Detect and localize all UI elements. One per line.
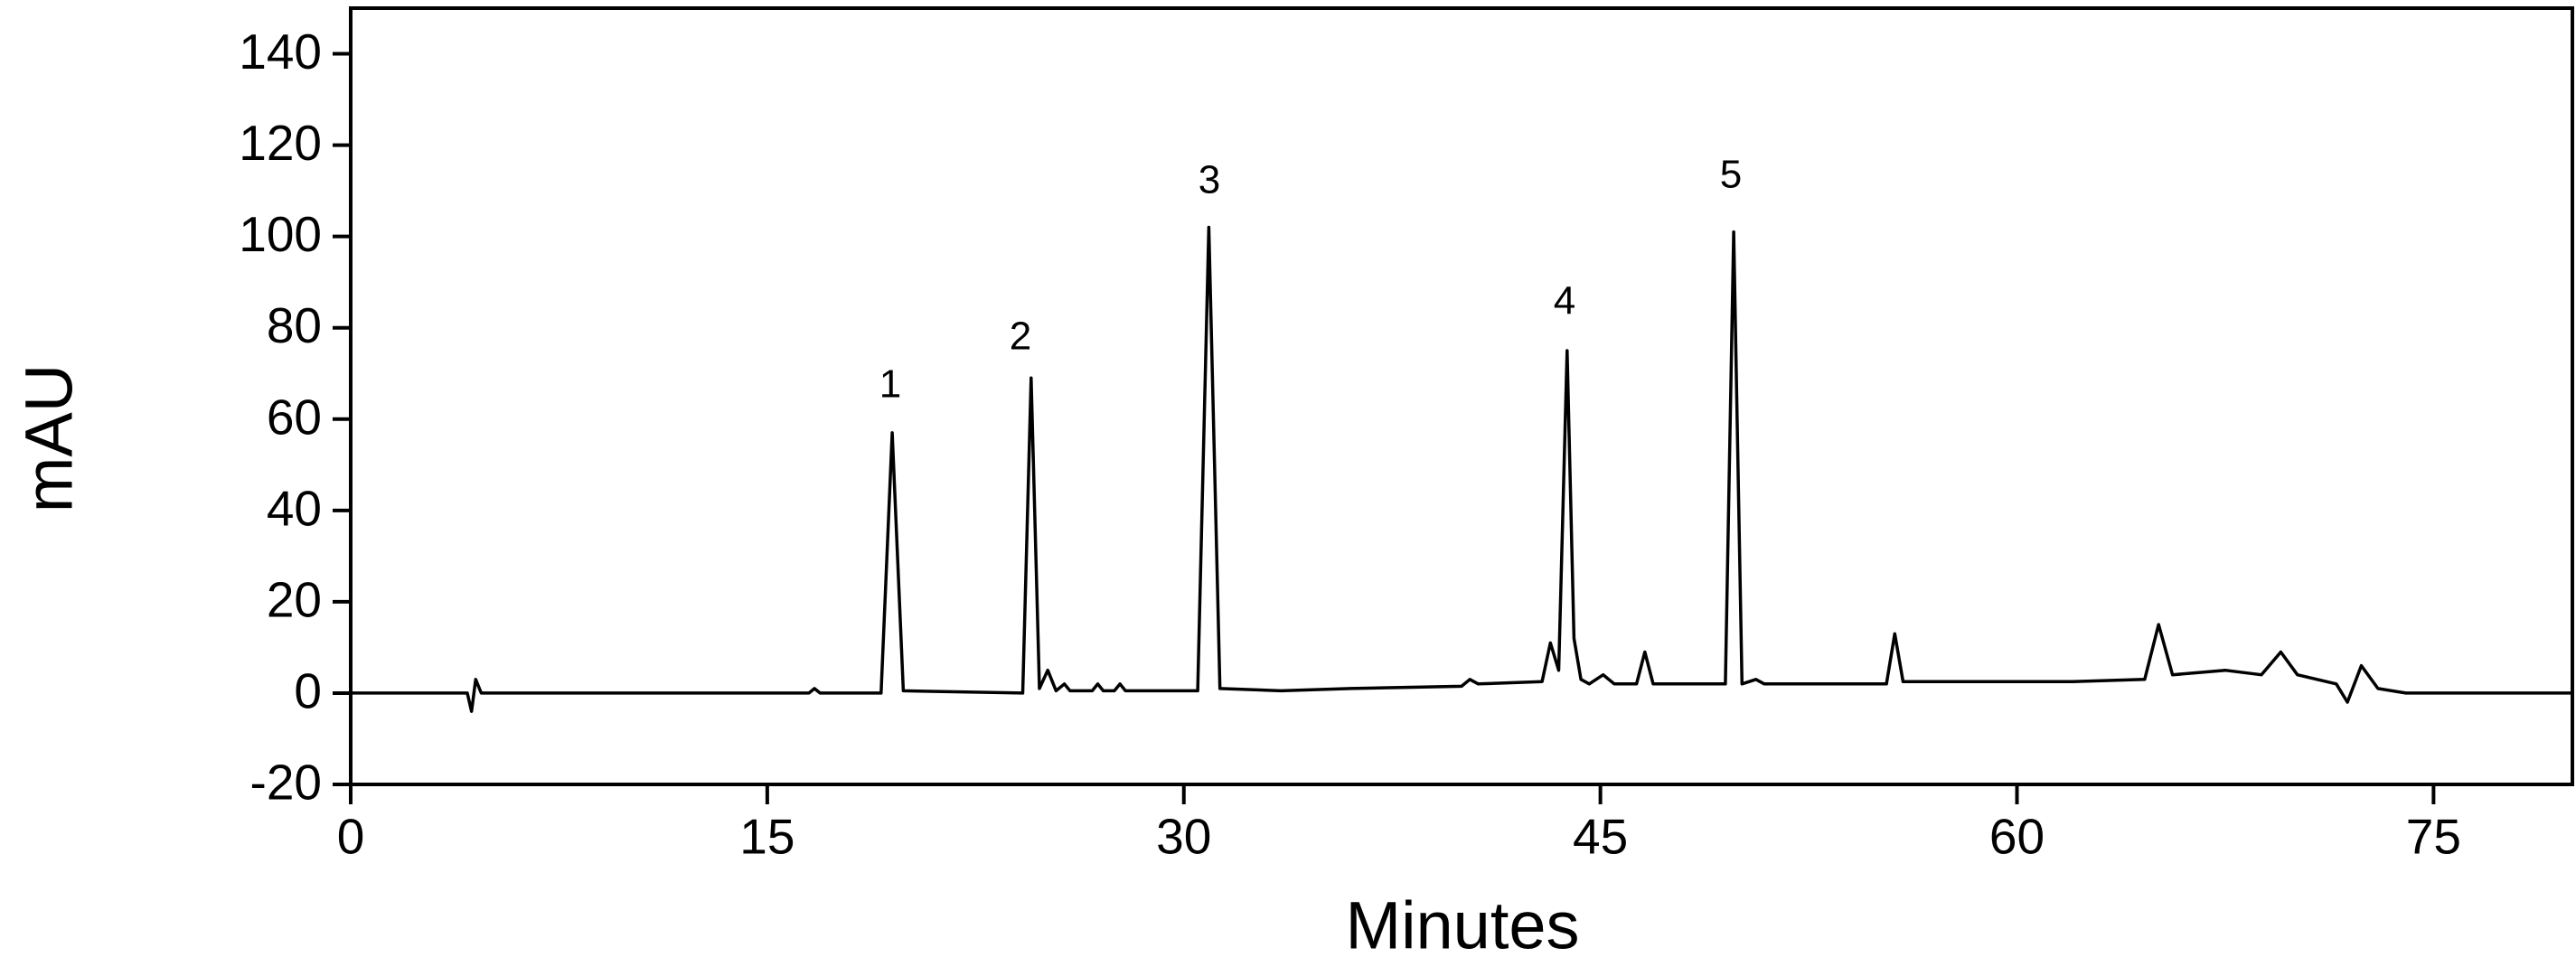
x-axis-title: Minutes: [1345, 888, 1579, 963]
peak-label: 5: [1720, 153, 1742, 197]
x-tick-label: 60: [1989, 809, 2045, 865]
peak-label: 4: [1554, 279, 1575, 324]
y-tick-label: 120: [239, 115, 322, 171]
trace-line: [351, 225, 2572, 713]
y-tick-label: 100: [239, 206, 322, 262]
y-tick-label: 140: [239, 23, 322, 80]
x-tick-label: 45: [1573, 809, 1628, 865]
x-tick-label: 30: [1156, 809, 1211, 865]
y-tick-label: 0: [294, 662, 322, 718]
y-tick-label: 80: [267, 297, 322, 353]
y-tick-label: 40: [267, 480, 322, 536]
y-tick-label: -20: [250, 755, 323, 811]
peak-label: 3: [1199, 158, 1220, 202]
y-tick-label: 60: [267, 389, 322, 445]
plot-frame: [349, 6, 2574, 786]
y-tick-label: 20: [267, 571, 322, 627]
x-tick-label: 15: [739, 809, 794, 865]
x-tick-label: 75: [2406, 809, 2461, 865]
y-axis-title: mAU: [12, 364, 87, 512]
x-tick-label: 0: [337, 809, 365, 865]
peak-label: 1: [879, 362, 901, 407]
peak-label: 2: [1010, 314, 1031, 359]
